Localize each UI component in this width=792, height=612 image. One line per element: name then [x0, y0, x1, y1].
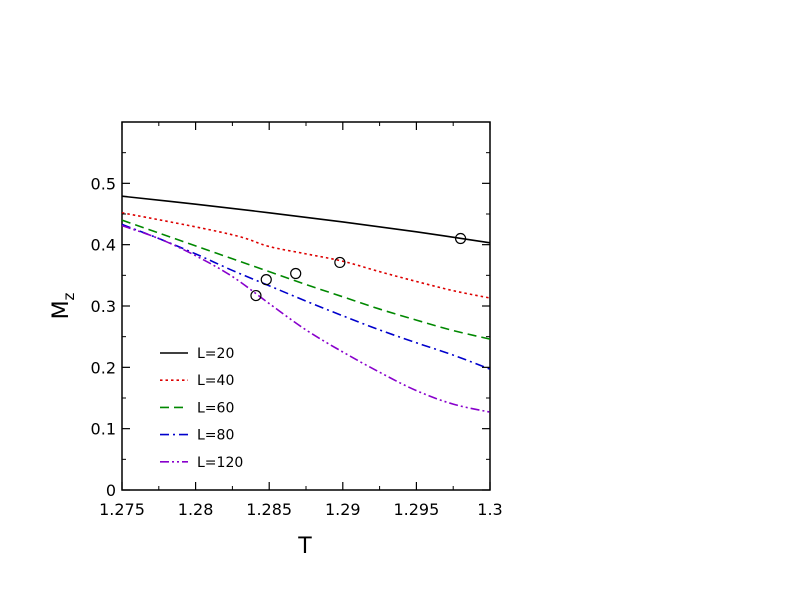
- y-axis-label-sub: z: [60, 292, 78, 300]
- crossing-marker: [260, 274, 272, 286]
- legend-label: L=120: [197, 455, 243, 471]
- x-axis-label: T: [297, 534, 312, 559]
- crossing-marker: [334, 256, 346, 269]
- legend-label: L=40: [197, 373, 234, 389]
- crossing-marker: [290, 267, 302, 280]
- x-tick-label: 1.285: [246, 500, 292, 519]
- y-axis-label-main: M: [49, 300, 74, 319]
- series-line-l60: [121, 219, 491, 340]
- y-tick-label: 0.1: [91, 420, 116, 439]
- x-tick-label: 1.295: [393, 500, 439, 519]
- series-line-l20: [121, 195, 491, 244]
- series-layer: [121, 195, 491, 413]
- series-line-l80: [121, 223, 491, 370]
- y-tick-label: 0.2: [91, 358, 116, 377]
- crossing-marker: [454, 232, 467, 245]
- y-tick-label: 0.3: [91, 297, 116, 316]
- plot-area: [121, 121, 491, 491]
- y-axis-label: Mz: [49, 292, 78, 319]
- crossing-marker: [250, 289, 262, 302]
- legend-label: L=60: [197, 400, 234, 416]
- y-tick-label: 0.5: [91, 174, 116, 193]
- marker-layer: [250, 232, 467, 302]
- series-line-l40: [121, 211, 491, 299]
- x-tick-label: 1.3: [477, 500, 502, 519]
- plot-frame: [121, 121, 491, 491]
- series-line-l120: [121, 224, 491, 413]
- svg-text:Mz: Mz: [49, 292, 78, 319]
- legend-label: L=20: [197, 346, 234, 362]
- ticks-layer: 1.275 1.28 1.285 1.29 1.295 1.3 0 0.1 0.2 0.3 0.4 0…: [91, 122, 503, 519]
- y-tick-label: 0.4: [91, 236, 116, 255]
- legend-label: L=80: [197, 428, 234, 444]
- x-tick-label: 1.275: [99, 500, 145, 519]
- x-tick-label: 1.28: [178, 500, 214, 519]
- x-tick-label: 1.29: [325, 500, 361, 519]
- y-tick-label: 0: [106, 481, 116, 500]
- legend: L=20 L=40 L=60 L=80 L=120: [160, 346, 243, 471]
